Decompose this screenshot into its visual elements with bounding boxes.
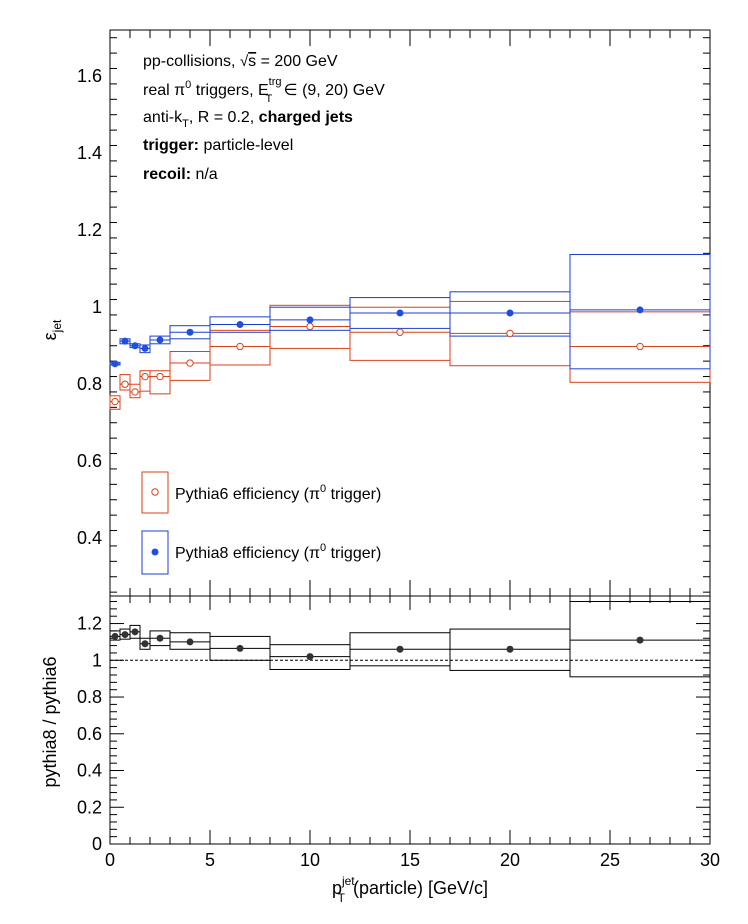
pythia6-point: [236, 342, 244, 351]
x-tick-label: 0: [105, 850, 115, 870]
pythia6-point: [131, 388, 139, 396]
legend-marker-pythia6: [151, 488, 159, 496]
x-tick-label: 25: [600, 850, 620, 870]
pythia8-point: [156, 336, 164, 344]
ratio-point: [186, 638, 194, 646]
header-line-recoil: recoil: n/a: [143, 166, 218, 183]
x-tick-label: 10: [300, 850, 320, 870]
bottom-data-points: [111, 628, 644, 661]
bottom-y-tick-label: 1: [92, 650, 102, 670]
header-line-collisions: pp-collisions, √s = 200 GeV: [143, 53, 338, 70]
ratio-point: [236, 644, 244, 652]
top-y-tick-label: 0.8: [77, 374, 102, 394]
bottom-y-tick-label: 0.8: [77, 687, 102, 707]
legend-marker-pythia8: [151, 548, 159, 556]
ratio-point: [121, 631, 129, 639]
pythia6-point: [121, 380, 129, 388]
bottom-systematic-boxes: [109, 601, 711, 678]
top-y-tick-label: 1.6: [77, 66, 102, 86]
ratio-point: [396, 645, 404, 653]
header-line-triggers: real π0 triggers, Etrg T ∈ (9, 20) GeV: [143, 76, 385, 105]
bottom-y-tick-label: 0.4: [77, 761, 102, 781]
pythia6-point: [306, 322, 314, 331]
x-tick-label: 15: [400, 850, 420, 870]
pythia6-sys-box: [119, 374, 131, 391]
legend-label-pythia6: Pythia6 efficiency (π0 trigger): [175, 483, 381, 503]
bottom-y-tick-label: 0: [92, 834, 102, 854]
pythia6-point: [156, 372, 164, 381]
header-line-jets: anti-kT, R = 0.2, charged jets: [143, 109, 353, 130]
bottom-y-tick-label: 0.6: [77, 724, 102, 744]
pythia8-point: [141, 344, 149, 352]
ratio-point: [306, 653, 314, 661]
pythia8-point: [186, 328, 194, 336]
pythia8-point: [111, 360, 119, 368]
top-y-tick-label: 0.6: [77, 451, 102, 471]
top-y-axis-title: εjet: [40, 319, 64, 340]
header-text: pp-collisions, √s = 200 GeV real π0 trig…: [143, 53, 385, 183]
top-y-tick-label: 1: [92, 297, 102, 317]
top-data-points: [111, 306, 644, 406]
pythia6-point: [506, 329, 514, 338]
ratio-point: [506, 645, 514, 653]
pythia6-point: [141, 372, 149, 381]
pythia6-point: [636, 342, 644, 351]
pythia8-point: [636, 306, 644, 314]
x-tick-label: 20: [500, 850, 520, 870]
pythia8-point: [131, 342, 139, 350]
pythia6-point: [186, 359, 194, 367]
pythia8-point: [506, 309, 514, 317]
legend-box-pythia8: [141, 530, 169, 575]
pythia6-point: [396, 328, 404, 336]
ratio-point: [156, 634, 164, 642]
pythia8-point: [396, 309, 404, 317]
legend-label-pythia8: Pythia8 efficiency (π0 trigger): [175, 542, 381, 562]
legend-box-pythia6: [141, 471, 169, 514]
ratio-point: [111, 632, 119, 640]
top-y-tick-label: 1.2: [77, 220, 102, 240]
pythia6-sys-box: [109, 395, 121, 410]
ratio-point: [131, 628, 139, 636]
bottom-axis-ticks: 0 0.2 0.4 0.6 0.8 1 1.2 0 5 10 15 20 25 30: [77, 596, 720, 870]
pythia8-point: [121, 337, 129, 345]
pythia8-point: [306, 316, 314, 324]
pythia8-sys-box: [569, 253, 711, 370]
bottom-y-axis-title: pythia8 / pythia6: [40, 656, 60, 787]
top-systematic-boxes: [109, 253, 711, 410]
x-tick-label: 5: [205, 850, 215, 870]
ratio-sys-box: [569, 601, 711, 678]
top-y-tick-label: 0.4: [77, 528, 102, 548]
bottom-y-tick-label: 0.2: [77, 797, 102, 817]
top-axis-ticks: 0.4 0.6 0.8 1 1.2 1.4 1.6: [77, 30, 711, 596]
ratio-point: [141, 640, 149, 648]
top-y-tick-label: 1.4: [77, 143, 102, 163]
header-line-trigger-level: trigger: particle-level: [143, 137, 293, 154]
pythia8-point: [236, 321, 244, 329]
ratio-point: [636, 636, 644, 644]
x-axis-title: pjet T (particle) [GeV/c]: [332, 874, 488, 905]
x-tick-label: 30: [700, 850, 720, 870]
legend: Pythia6 efficiency (π0 trigger) Pythia8 …: [141, 471, 381, 575]
pythia6-sys-box: [149, 370, 171, 395]
pythia6-sys-box: [169, 351, 211, 381]
pythia6-point: [111, 397, 119, 406]
bottom-y-tick-label: 1.2: [77, 614, 102, 634]
